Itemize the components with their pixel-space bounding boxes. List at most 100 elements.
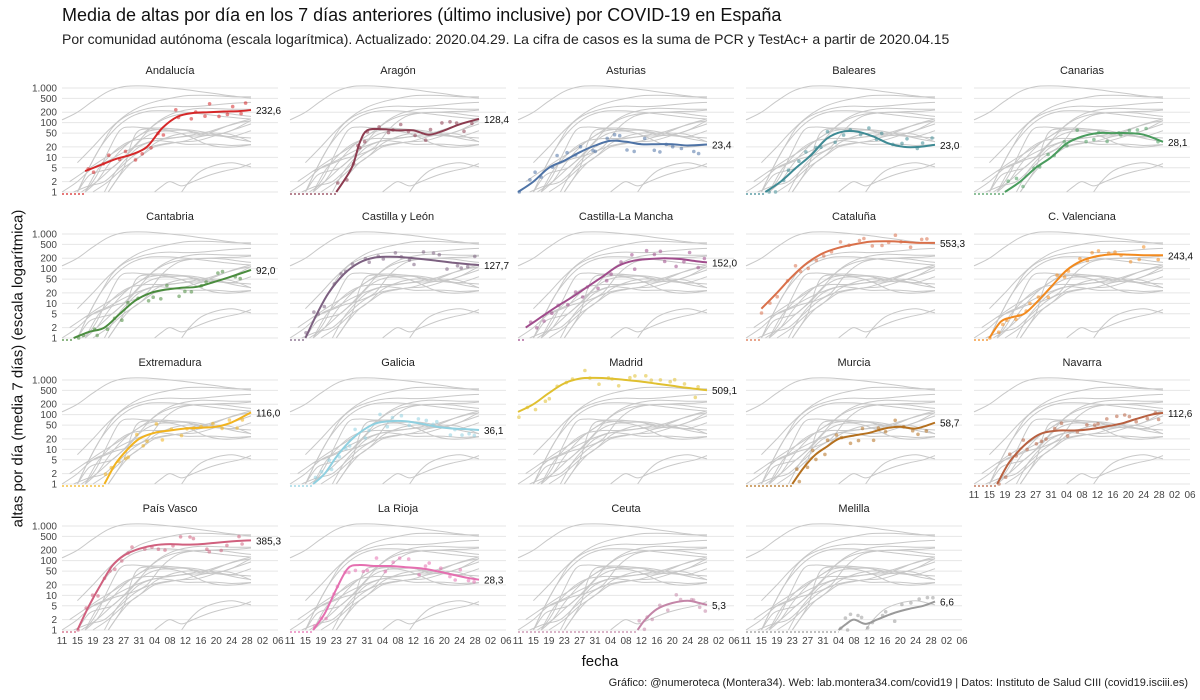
panel-title: Andalucía	[146, 65, 196, 77]
background-line	[757, 561, 936, 631]
data-point	[637, 619, 641, 623]
background-line	[289, 85, 480, 121]
data-point	[385, 424, 390, 429]
x-tick-label: 15	[72, 636, 84, 647]
background-line	[760, 399, 936, 485]
background-line	[77, 386, 252, 456]
data-point	[528, 178, 532, 182]
background-line	[989, 386, 1164, 456]
x-tick-label: 16	[195, 636, 207, 647]
panel-navarra: Navarra 112,6 11 15 19 23 27 31 04 08 12 16 20 24 28 02…	[969, 357, 1196, 501]
data-point	[91, 170, 96, 174]
panel-title: Navarra	[1062, 357, 1102, 369]
series-line	[312, 563, 480, 631]
background-line	[77, 94, 252, 164]
data-point	[662, 259, 667, 264]
data-point	[1113, 250, 1117, 254]
data-point	[822, 254, 826, 258]
data-point	[120, 318, 124, 323]
background-line	[69, 549, 252, 621]
background-line	[289, 377, 480, 413]
data-point	[1078, 256, 1082, 261]
background-line	[69, 403, 252, 475]
background-line	[791, 130, 936, 193]
series-line	[764, 129, 936, 193]
end-value-label: 553,3	[940, 239, 965, 250]
background-line	[517, 231, 708, 267]
panel-baleares: Baleares 23,0	[745, 65, 962, 195]
data-point	[925, 595, 930, 600]
background-line	[382, 309, 480, 339]
data-point	[883, 429, 888, 434]
data-point	[547, 396, 552, 401]
background-line	[540, 401, 708, 464]
background-line	[768, 126, 936, 193]
background-line	[533, 532, 708, 602]
data-point	[390, 415, 395, 420]
background-line	[532, 253, 708, 339]
series-line	[517, 139, 708, 193]
background-line	[77, 532, 252, 602]
end-value-label: 5,3	[712, 601, 726, 612]
background-line	[996, 255, 1164, 318]
background-line	[563, 276, 708, 339]
y-tick-label: 20	[46, 142, 58, 153]
end-value-label: 36,1	[484, 426, 504, 437]
background-line	[753, 549, 936, 621]
data-point	[814, 258, 819, 263]
background-line	[989, 94, 1164, 164]
background-line	[305, 386, 480, 456]
data-point	[322, 304, 327, 309]
panel-title: Ceuta	[611, 503, 641, 515]
background-line	[988, 393, 1164, 485]
x-tick-label: 20	[439, 636, 451, 647]
background-line	[533, 240, 708, 310]
data-point	[188, 535, 192, 539]
data-point	[687, 250, 692, 255]
data-point	[900, 141, 904, 146]
background-line	[996, 272, 1164, 339]
data-point	[825, 438, 830, 443]
data-point	[696, 265, 700, 270]
background-line	[760, 253, 936, 339]
background-line	[768, 547, 936, 610]
series-line	[988, 253, 1164, 339]
background-line	[304, 107, 480, 193]
data-point	[1156, 417, 1161, 422]
background-line	[838, 455, 936, 485]
data-point	[1105, 417, 1109, 421]
background-line	[610, 601, 708, 631]
series-line	[636, 599, 708, 631]
data-point	[466, 578, 471, 583]
data-point	[460, 433, 464, 437]
background-line	[84, 558, 252, 631]
end-value-label: 152,0	[712, 258, 737, 269]
data-point	[178, 535, 183, 539]
background-line	[304, 101, 480, 193]
x-tick-label: 15	[756, 636, 768, 647]
series-line	[1004, 131, 1164, 193]
data-point	[672, 377, 677, 382]
data-point	[617, 133, 622, 138]
data-point	[1090, 250, 1094, 255]
data-point	[225, 112, 230, 117]
y-tick-label: 100	[40, 118, 57, 129]
data-point	[658, 249, 663, 254]
data-point	[924, 429, 929, 433]
data-point	[841, 133, 846, 137]
end-value-label: 128,4	[484, 115, 509, 126]
data-point	[1062, 275, 1067, 279]
background-line	[548, 132, 708, 193]
data-point	[1092, 137, 1096, 142]
data-point	[203, 114, 207, 118]
data-point	[642, 136, 647, 141]
end-value-label: 509,1	[712, 386, 737, 397]
data-point	[823, 452, 827, 457]
data-point	[1014, 317, 1018, 322]
x-tick-label: 16	[1107, 490, 1119, 501]
data-point	[893, 418, 897, 423]
data-point	[448, 433, 453, 437]
background-line	[84, 272, 252, 339]
x-tick-label: 23	[787, 636, 799, 647]
background-line	[973, 231, 1164, 267]
